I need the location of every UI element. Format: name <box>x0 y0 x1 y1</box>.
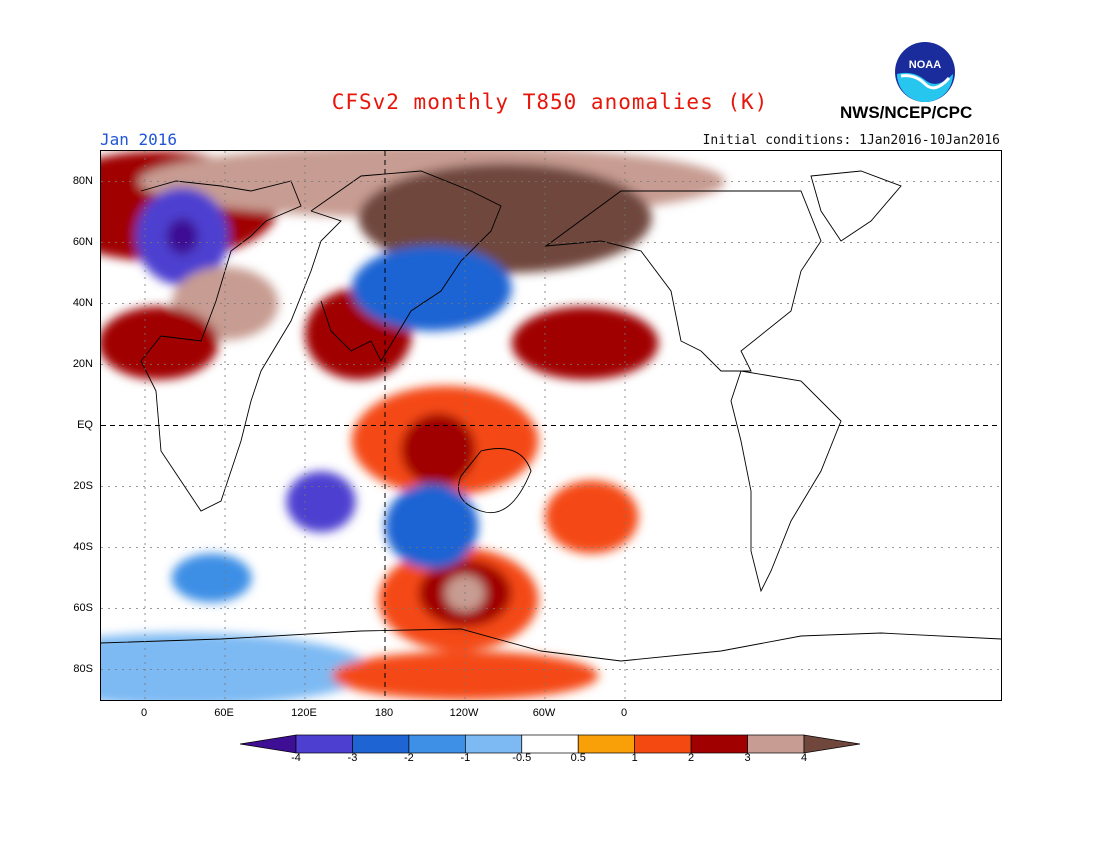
anomaly-region <box>171 553 252 603</box>
antarctica-coast <box>101 628 1001 662</box>
asia-coast <box>310 170 502 362</box>
graticule <box>101 151 1001 700</box>
latitude-label: 40N <box>72 296 93 309</box>
anomaly-region <box>545 480 639 554</box>
latitude-label: 20S <box>73 479 93 492</box>
colorbar-segment <box>521 734 579 754</box>
colorbar-segment <box>464 734 523 754</box>
colorbar-tick-label: 0.5 <box>570 752 586 764</box>
colorbar-tick-label: 1 <box>631 752 638 764</box>
anomaly-region <box>358 163 652 273</box>
colorbar-tick-label: -1 <box>460 752 471 764</box>
logo-text: NOAA <box>909 59 941 71</box>
colorbar-tick-label: -2 <box>403 752 414 764</box>
anomaly-map <box>100 150 1002 701</box>
latitude-label: 80N <box>72 174 93 187</box>
map-canvas <box>101 151 1001 700</box>
colorbar-segment <box>577 734 636 754</box>
reference-lines <box>101 151 1001 700</box>
anomaly-region <box>166 218 199 255</box>
agency-label: NWS/NCEP/CPC <box>840 103 973 122</box>
forecast-month: Jan 2016 <box>100 130 178 149</box>
colorbar-segment <box>408 734 466 754</box>
colorbar-segment <box>295 734 353 754</box>
colorbar-tick-label: -4 <box>291 752 301 764</box>
latitude-label: 60S <box>73 601 93 614</box>
longitude-label: 60E <box>214 707 234 719</box>
map-title: CFSv2 monthly T850 anomalies (K) <box>331 90 769 114</box>
anomaly-region <box>351 245 512 331</box>
north-america-coast <box>544 190 822 372</box>
longitude-label: 120E <box>291 707 317 719</box>
colorbar-segment <box>690 734 748 754</box>
colorbar-segment <box>634 734 692 754</box>
colorbar-tick-label: -3 <box>347 752 358 764</box>
longitude-label: 0 <box>140 707 148 719</box>
australia-coast <box>458 448 532 513</box>
colorbar-tick-label: -0.5 <box>512 752 532 764</box>
latitude-label: 80S <box>73 662 93 675</box>
anomaly-region <box>331 651 599 700</box>
colorbar-tick-label: 3 <box>744 752 751 764</box>
anomaly-region <box>101 632 372 700</box>
colorbar-segment <box>747 734 805 754</box>
longitude-label: 0 <box>620 707 628 719</box>
latitude-label: 60N <box>72 235 93 248</box>
south-america-coast <box>730 370 842 593</box>
anomaly-field <box>101 151 725 700</box>
anomaly-region <box>101 306 219 380</box>
colorbar-tick-label: 4 <box>800 752 808 764</box>
latitude-label: EQ <box>77 418 93 431</box>
anomaly-region <box>385 483 479 569</box>
colorbar <box>240 734 860 754</box>
noaa-logo: NOAA <box>895 42 955 102</box>
initial-conditions: Initial conditions: 1Jan2016-10Jan2016 <box>702 133 1000 148</box>
europe-africa-coast <box>140 180 342 512</box>
longitude-label: 60W <box>532 707 556 719</box>
colorbar-tick-label: 2 <box>688 752 695 764</box>
latitude-label: 40S <box>73 540 93 553</box>
coastlines <box>101 170 1001 662</box>
anomaly-region <box>511 306 659 380</box>
latitude-label: 20N <box>72 357 93 370</box>
longitude-label: 120W <box>449 707 479 719</box>
colorbar-segment <box>352 734 410 754</box>
anomaly-region <box>286 471 356 533</box>
greenland-coast <box>810 170 902 242</box>
longitude-label: 180 <box>374 707 394 719</box>
colorbar-min-arrow <box>240 734 297 754</box>
colorbar-max-arrow <box>803 734 860 754</box>
anomaly-region <box>401 413 476 487</box>
